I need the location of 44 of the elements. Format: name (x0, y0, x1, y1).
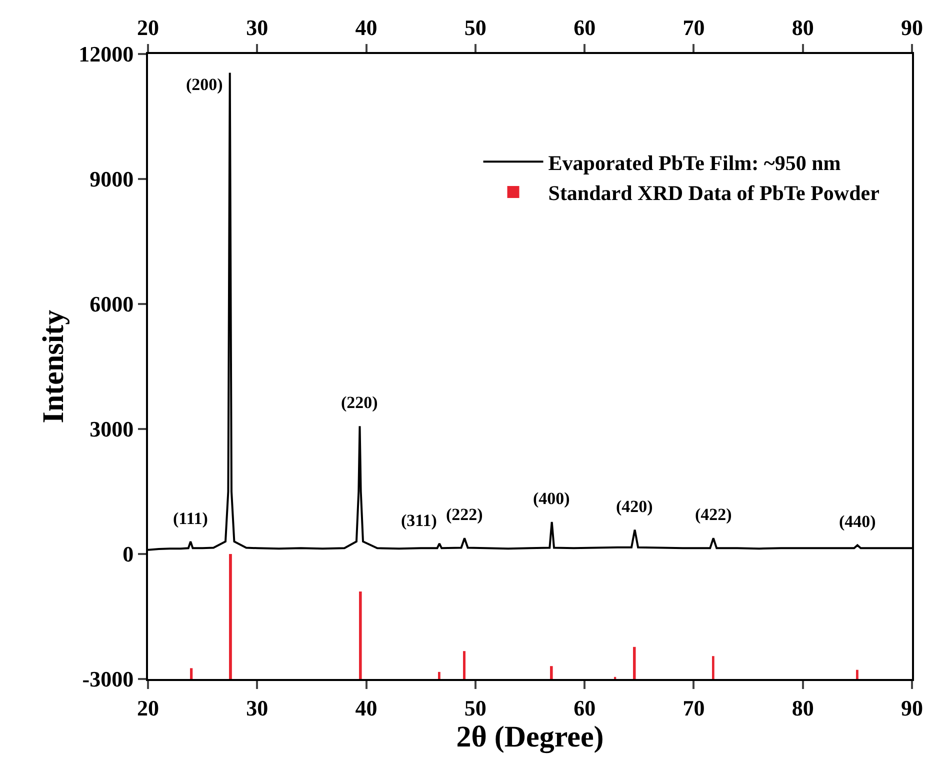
x-tick-label: 80 (792, 15, 814, 40)
y-tick-label: 12000 (78, 42, 134, 67)
y-tick-label: 3000 (90, 416, 134, 442)
bar (712, 656, 714, 679)
x-tick-label: 60 (574, 15, 596, 40)
bar (359, 592, 362, 679)
bar (856, 670, 858, 679)
bar (438, 672, 440, 679)
y-tick-label: -3000 (82, 666, 134, 692)
x-tick-label: 20 (137, 15, 159, 40)
annotation: (440) (839, 512, 876, 531)
x2-tick-label: 20 (137, 695, 159, 720)
annotation: (200) (186, 75, 223, 94)
x2-tick-label: 70 (682, 695, 705, 720)
x-tick-label: 50 (464, 15, 486, 40)
y-tick-label: 9000 (90, 166, 134, 192)
annotation: (111) (173, 509, 208, 528)
x2-tick-label: 40 (355, 695, 378, 720)
annotation: (400) (533, 489, 570, 508)
legend-label: Standard XRD Data of PbTe Powder (548, 181, 880, 206)
bar (550, 666, 553, 679)
annotation: (220) (341, 393, 378, 412)
annotation: (311) (401, 511, 437, 530)
bar (463, 651, 466, 679)
x2-tick-label: 50 (464, 695, 486, 720)
y-axis-title: Intensity (37, 310, 70, 424)
annotation: (420) (616, 497, 653, 516)
x2-tick-label: 90 (901, 695, 923, 720)
x-tick-label: 40 (355, 15, 378, 40)
x-axis-title: 2θ (Degree) (456, 720, 604, 754)
x2-tick-label: 80 (792, 695, 814, 720)
y-tick-label: 6000 (90, 292, 134, 317)
annotation: (222) (446, 505, 483, 524)
bar (633, 646, 636, 679)
bar (190, 668, 193, 679)
x2-tick-label: 60 (574, 695, 596, 720)
annotation: (422) (695, 505, 732, 524)
legend-label: Evaporated PbTe Film: ~950 nm (548, 150, 842, 175)
bar (229, 554, 232, 679)
x-tick-label: 30 (246, 15, 268, 40)
x-tick-label: 70 (682, 15, 705, 40)
y-tick-label: 0 (122, 542, 134, 567)
x2-tick-label: 30 (246, 695, 268, 720)
x-tick-label: 90 (901, 15, 923, 40)
